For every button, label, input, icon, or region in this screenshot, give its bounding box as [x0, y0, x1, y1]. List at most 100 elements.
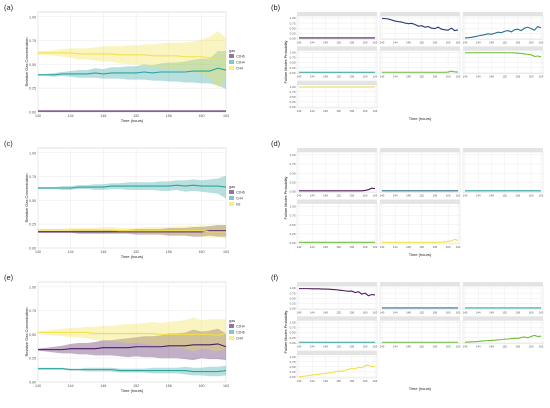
y-tick-label: 0.75 — [29, 39, 36, 43]
x-tick-label: 160 — [198, 384, 204, 388]
facet-x-tick: 152 — [419, 194, 424, 198]
facet-y-axis-label: Failure Modes Probability — [284, 310, 288, 353]
facet-x-tick: 160 — [529, 40, 534, 44]
facet-strip — [380, 12, 460, 16]
facet-x-tick: 148 — [323, 75, 328, 79]
series-line-1 — [38, 184, 227, 189]
facet-x-tick: 144 — [393, 245, 398, 249]
facet-x-tick: 140 — [380, 40, 385, 44]
facet-strip — [297, 282, 377, 286]
facet-x-tick: 152 — [336, 40, 341, 44]
y-tick-label: 0.00 — [29, 247, 36, 251]
y-tick-label: 1.00 — [29, 15, 36, 19]
facet-chart-b — [296, 12, 544, 109]
facet-x-tick: 144 — [393, 345, 398, 349]
legend-label: C2H4 — [236, 324, 245, 328]
series-line-0 — [38, 343, 227, 351]
facet-x-tick: 160 — [529, 310, 534, 314]
x-tick-label: 140 — [35, 384, 41, 388]
facet-x-tick: 140 — [463, 194, 468, 198]
x-tick-label: 144 — [68, 250, 74, 254]
facet-x-tick: 152 — [336, 194, 341, 198]
y-tick-label: 0.50 — [29, 63, 36, 67]
x-tick-label: 156 — [166, 384, 172, 388]
facet-x-tick: 148 — [323, 40, 328, 44]
facet-y-tick: 0.75 — [290, 326, 296, 330]
facet-x-tick: 156 — [433, 40, 438, 44]
facet-x-tick: 163 — [373, 379, 378, 383]
facet-x-tick: 140 — [380, 194, 385, 198]
y-tick-label: 1.00 — [29, 151, 36, 155]
facet-x-tick: 148 — [323, 345, 328, 349]
series-line-1 — [38, 368, 227, 373]
facet-strip — [463, 316, 543, 321]
series-line-2 — [38, 331, 227, 336]
facet-x-tick: 144 — [393, 194, 398, 198]
facet-x-tick: 152 — [419, 245, 424, 249]
facet-x-tick: 148 — [406, 345, 411, 349]
facet-x-tick: 148 — [406, 310, 411, 314]
legend-key-0 — [229, 190, 234, 194]
facet-y-tick: 0.25 — [290, 100, 296, 104]
facet-x-tick: 144 — [476, 194, 481, 198]
facet-x-tick: 148 — [323, 194, 328, 198]
facet-y-tick: 1.00 — [290, 153, 296, 157]
facet-x-tick: 163 — [373, 109, 378, 113]
facet-x-tick: 140 — [297, 245, 302, 249]
facet-strip — [297, 350, 377, 355]
main-chart-c — [37, 147, 234, 249]
facet-x-tick: 152 — [419, 40, 424, 44]
facet-x-tick: 140 — [380, 345, 385, 349]
y-tick-label: 0.25 — [29, 357, 36, 361]
facet-x-tick: 152 — [502, 194, 507, 198]
y-axis-label: Relative Gas Concentration — [24, 174, 29, 223]
facet-y-tick: 0.75 — [290, 291, 296, 295]
facet-x-tick: 144 — [310, 310, 315, 314]
facet-x-tick: 152 — [336, 310, 341, 314]
facet-y-tick: 0.25 — [290, 66, 296, 70]
facet-x-tick: 144 — [310, 245, 315, 249]
panel-label: (e) — [4, 273, 14, 282]
facet-y-tick: 1.00 — [290, 205, 296, 209]
facet-x-tick: 160 — [529, 194, 534, 198]
facet-plot-area — [296, 203, 378, 245]
facet-strip — [297, 148, 377, 152]
facet-x-tick: 156 — [350, 310, 355, 314]
facet-y-tick: 1.00 — [290, 286, 296, 290]
facet-y-tick: 0.00 — [290, 190, 296, 194]
facet-x-tick: 144 — [310, 75, 315, 79]
legend-key-2 — [229, 336, 234, 340]
facet-strip — [463, 12, 543, 16]
facet-x-tick: 152 — [336, 245, 341, 249]
y-tick-label: 0.75 — [29, 309, 36, 313]
x-tick-label: 160 — [198, 250, 204, 254]
facet-x-tick: 152 — [502, 310, 507, 314]
facet-y-tick: 0.75 — [290, 360, 296, 364]
legend-key-1 — [229, 330, 234, 334]
x-tick-label: 140 — [35, 114, 41, 118]
x-tick-label: 148 — [100, 114, 106, 118]
legend-label: CH4 — [236, 66, 243, 70]
plot-area — [37, 11, 227, 113]
facet-chart-d — [296, 148, 544, 245]
confidence-band-0 — [38, 328, 226, 361]
facet-x-tick: 148 — [489, 194, 494, 198]
facet-x-tick: 156 — [433, 310, 438, 314]
y-tick-label: 0.25 — [29, 87, 36, 91]
y-tick-label: 0.75 — [29, 175, 36, 179]
facet-x-tick: 160 — [529, 345, 534, 349]
facet-x-tick: 163 — [373, 245, 378, 249]
facet-x-tick: 152 — [336, 345, 341, 349]
facet-y-tick: 0.00 — [290, 341, 296, 345]
facet-x-tick: 163 — [539, 310, 544, 314]
x-tick-label: 152 — [133, 114, 139, 118]
facet-x-tick: 163 — [373, 345, 378, 349]
facet-strip — [463, 148, 543, 152]
x-axis-label: Time (hours) — [121, 388, 144, 393]
facet-x-tick: 152 — [336, 75, 341, 79]
facet-y-tick: 0.75 — [290, 162, 296, 166]
facet-x-tick: 160 — [446, 310, 451, 314]
facet-y-tick: 1.00 — [290, 51, 296, 55]
facet-y-tick: 0.25 — [290, 181, 296, 185]
